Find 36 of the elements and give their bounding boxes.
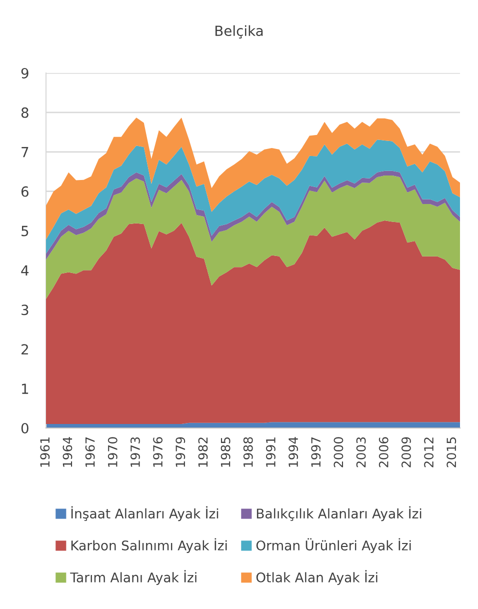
x-tick-label: 1997 — [311, 437, 321, 467]
legend-label: Karbon Salınımı Ayak İzi — [71, 538, 227, 554]
y-tick-label: 5 — [22, 226, 28, 236]
y-tick-label: 8 — [21, 107, 28, 118]
x-tick-label: 1982 — [198, 438, 208, 467]
y-tick-label: 1 — [22, 384, 28, 394]
legend-label: Orman Ürünleri Ayak İzi — [256, 538, 411, 554]
y-tick-label: 6 — [21, 186, 28, 197]
x-tick-label: 1991 — [266, 437, 276, 467]
chart-title: Belçika — [215, 25, 263, 39]
y-tick-label: 0 — [21, 422, 28, 434]
legend-label: İnşaat Alanları Ayak İzi — [71, 506, 218, 522]
x-tick-label: 2009 — [401, 437, 411, 468]
x-tick-label: 2015 — [446, 437, 456, 468]
legend-label: Otlak Alan Ayak İzi — [256, 570, 378, 585]
y-tick-label: 2 — [22, 344, 28, 354]
x-tick-label: 1970 — [108, 437, 118, 467]
y-tick-label: 9 — [21, 68, 28, 78]
x-tick-label: 2012 — [424, 438, 434, 468]
x-tick-label: 1973 — [130, 437, 140, 467]
x-tick-label: 1994 — [288, 437, 298, 467]
x-tick-label: 1988 — [243, 437, 253, 467]
x-tick-label: 1967 — [85, 437, 95, 467]
x-tick-label: 1964 — [62, 437, 72, 467]
y-tick-label: 3 — [22, 304, 28, 316]
x-tick-label: 1979 — [176, 437, 186, 467]
legend-label: Tarım Alanı Ayak İzi — [70, 570, 196, 585]
x-tick-label: 1985 — [220, 437, 230, 467]
y-tick-label: 7 — [22, 147, 28, 158]
x-tick-label: 2006 — [378, 437, 388, 468]
x-tick-label: 1961 — [40, 437, 50, 467]
legend-label: Balıkçılık Alanları Ayak İzi — [256, 506, 422, 522]
y-tick-label: 4 — [21, 265, 29, 276]
x-tick-label: 1976 — [153, 437, 163, 467]
x-tick-label: 2003 — [356, 437, 366, 468]
x-tick-label: 2000 — [334, 437, 344, 468]
